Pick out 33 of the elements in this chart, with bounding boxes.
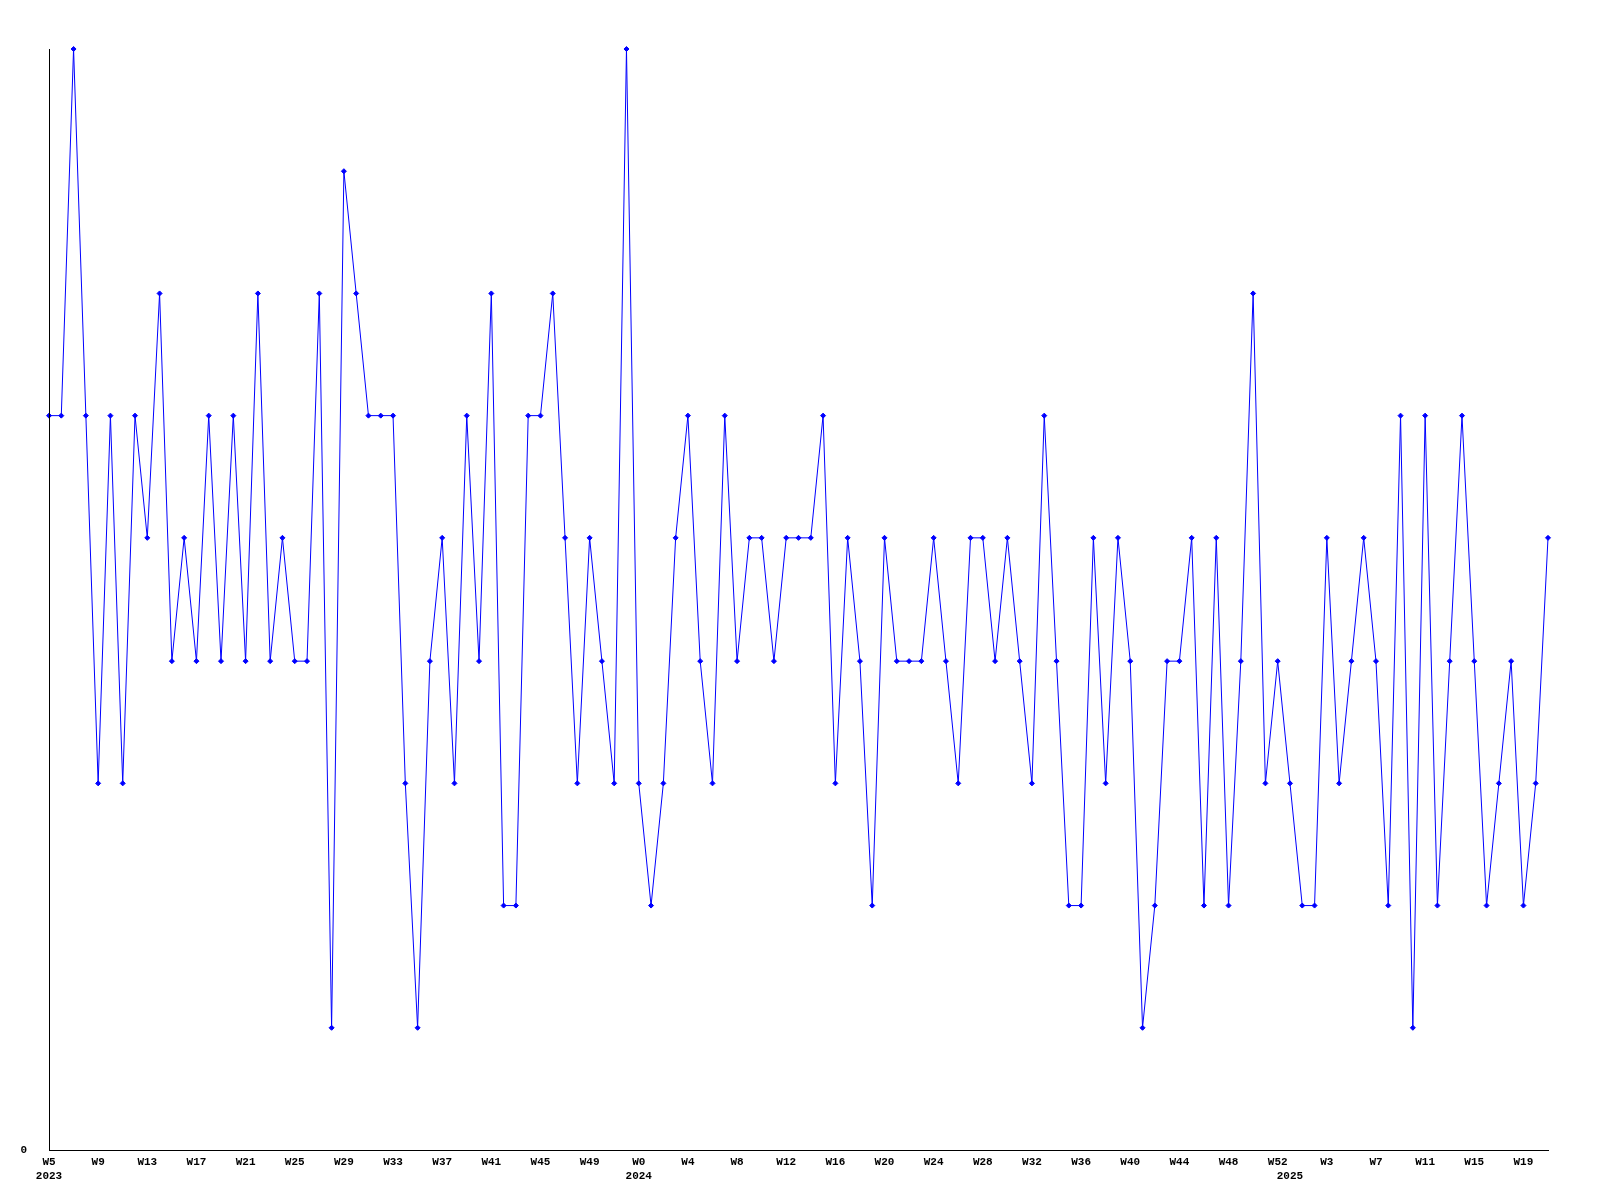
x-tick-label: 2025	[1276, 1169, 1304, 1182]
x-tick-label: W48	[1218, 1156, 1239, 1169]
x-tick-label: W32	[1022, 1156, 1042, 1169]
x-tick-label: W45	[530, 1156, 551, 1169]
x-tick-label: W0 2024	[625, 1156, 653, 1182]
x-tick-label: W5 2023	[35, 1156, 63, 1182]
x-tick-label: W7	[1369, 1156, 1383, 1169]
x-tick-label: W17	[186, 1156, 207, 1169]
x-tick-label: W8	[730, 1156, 745, 1169]
x-tick-label: W37	[432, 1156, 453, 1169]
x-tick-label: W40	[1120, 1156, 1141, 1169]
x-tick-label: W16	[825, 1156, 846, 1169]
text: 0	[20, 1143, 27, 1156]
x-tick-label: W28	[972, 1156, 994, 1169]
x-tick-label: W36	[1071, 1156, 1091, 1169]
x-tick-label: W11	[1415, 1156, 1436, 1169]
x-tick-label: W21	[235, 1156, 256, 1169]
x-tick-label: W52	[1267, 1156, 1288, 1169]
x-tick-label: W13	[137, 1156, 158, 1169]
x-tick-label: W4	[681, 1156, 695, 1169]
x-tick-label: W33	[383, 1156, 404, 1169]
x-tick-label: W19	[1513, 1156, 1534, 1169]
x-tick-label: W29	[333, 1156, 354, 1169]
x-tick-label: W20	[874, 1156, 895, 1169]
x-tick-label: W49	[579, 1156, 600, 1169]
x-tick-label: W44	[1169, 1156, 1190, 1169]
x-tick-label: W41	[481, 1156, 502, 1169]
x-tick-label: W3	[1320, 1156, 1334, 1169]
x-tick-label: W25	[284, 1156, 306, 1169]
x-tick-label: W24	[923, 1156, 944, 1169]
x-tick-label: W15	[1464, 1156, 1485, 1169]
x-tick-label: W9	[91, 1156, 105, 1169]
x-tick-label: W12	[776, 1156, 797, 1169]
